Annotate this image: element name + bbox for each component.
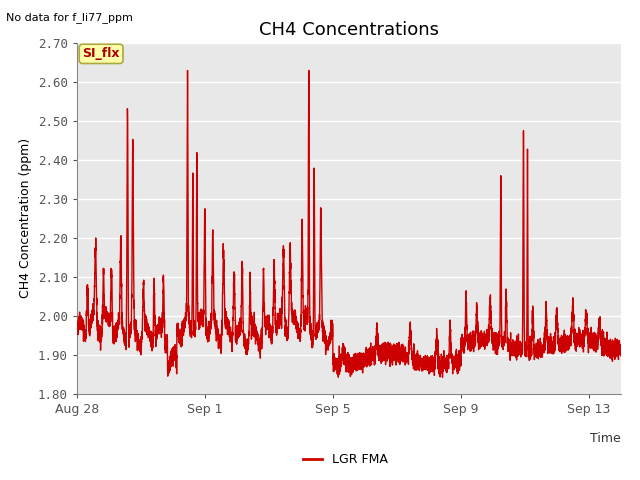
Legend: LGR FMA: LGR FMA xyxy=(298,448,393,471)
Text: Time: Time xyxy=(590,432,621,445)
Text: No data for f_li77_ppm: No data for f_li77_ppm xyxy=(6,12,133,23)
Y-axis label: CH4 Concentration (ppm): CH4 Concentration (ppm) xyxy=(19,138,32,299)
Text: SI_flx: SI_flx xyxy=(83,48,120,60)
Title: CH4 Concentrations: CH4 Concentrations xyxy=(259,21,439,39)
